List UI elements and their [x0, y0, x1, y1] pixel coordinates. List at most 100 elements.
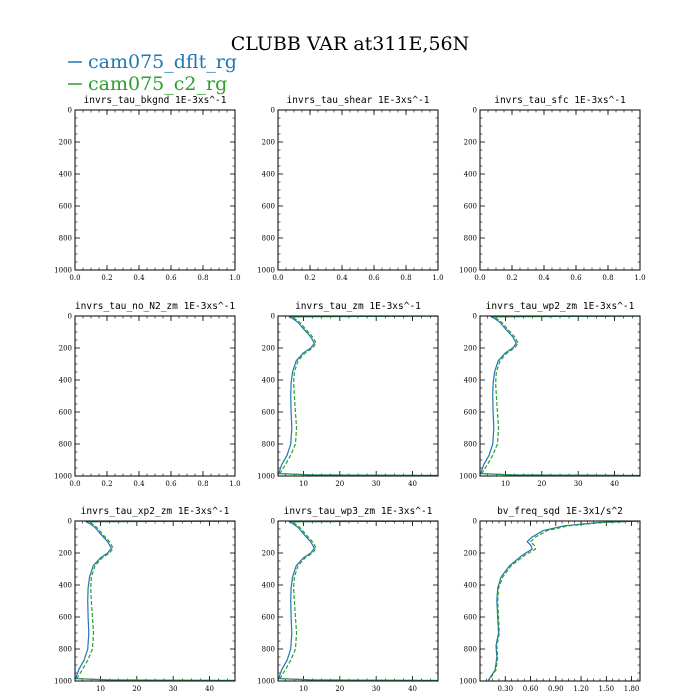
- y-tick-label: 1000: [54, 473, 72, 481]
- y-tick-label: 200: [59, 550, 72, 558]
- y-tick-label: 0: [68, 313, 72, 321]
- x-tick-label: 20: [335, 480, 344, 488]
- x-tick-label: 0.0: [474, 274, 485, 282]
- x-tick-label: 10: [299, 685, 308, 693]
- panel-4: invrs_tau_no_N2_zm 1E-3xs^-10 200 400 600 80…: [54, 301, 240, 488]
- series-line-2: [278, 316, 438, 476]
- y-tick-label: 600: [464, 614, 477, 622]
- x-tick-label: 30: [372, 480, 381, 488]
- panel-7: invrs_tau_xp2_zm 1E-3xs^-1 0 200 400 600 800 1…: [54, 506, 236, 693]
- y-tick-label: 800: [59, 646, 72, 654]
- series-line-2: [488, 521, 639, 681]
- x-tick-label: 0.0: [69, 274, 80, 282]
- x-tick-label: 0.0: [69, 480, 80, 488]
- x-tick-label: 20: [335, 685, 344, 693]
- x-tick-label: 0.6: [570, 274, 582, 282]
- panel-3: invrs_tau_sfc 1E-3xs^-1 0 200 400 600 800 1000…: [459, 95, 645, 282]
- y-tick-label: 600: [59, 203, 72, 211]
- legend-label-2: cam075_c2_rg: [88, 73, 227, 95]
- x-tick-label: 0.30: [497, 685, 513, 693]
- x-tick-label: 0.2: [101, 274, 112, 282]
- plot-frame: [74, 520, 236, 682]
- x-tick-label: 0.4: [133, 274, 145, 282]
- y-tick-label: 800: [59, 441, 72, 449]
- y-tick-label: 800: [262, 235, 275, 243]
- x-tick-label: 1.20: [573, 685, 589, 693]
- plot-frame: [277, 520, 439, 682]
- y-tick-label: 200: [464, 139, 477, 147]
- x-tick-label: 30: [169, 685, 178, 693]
- x-tick-label: 1.0: [229, 274, 240, 282]
- y-tick-label: 1000: [459, 473, 477, 481]
- series-line-2: [75, 521, 235, 681]
- plot-frame: [479, 520, 641, 682]
- y-tick-label: 200: [59, 345, 72, 353]
- series-line-1: [487, 521, 639, 681]
- y-tick-label: 0: [271, 107, 275, 115]
- plot-frame: [479, 109, 641, 271]
- y-tick-label: 800: [262, 646, 275, 654]
- panel-5: invrs_tau_zm 1E-3xs^-1 0 200 400 600 800 1000 1…: [257, 301, 439, 488]
- y-tick-label: 0: [68, 107, 72, 115]
- x-tick-label: 20: [537, 480, 546, 488]
- x-tick-label: 0.4: [336, 274, 348, 282]
- legend-label-1: cam075_dflt_rg: [88, 51, 237, 73]
- x-tick-label: 0.8: [400, 274, 411, 282]
- x-tick-label: 0.2: [304, 274, 315, 282]
- y-tick-label: 600: [59, 614, 72, 622]
- plot-frame: [74, 315, 236, 477]
- y-tick-label: 1000: [54, 267, 72, 275]
- y-tick-label: 600: [59, 409, 72, 417]
- y-tick-label: 400: [59, 377, 72, 385]
- y-tick-label: 1000: [257, 678, 275, 686]
- legend: cam075_dflt_rg cam075_c2_rg: [68, 51, 237, 95]
- x-tick-label: 0.4: [538, 274, 550, 282]
- y-tick-label: 1000: [257, 267, 275, 275]
- series-line-2: [480, 316, 640, 476]
- panel-grid: invrs_tau_bkgnd 1E-3xs^-1020040060080010…: [54, 95, 645, 693]
- series-line-1: [278, 316, 438, 476]
- x-tick-label: 0.6: [368, 274, 380, 282]
- panel-title: invrs_tau_sfc 1E-3xs^-1: [494, 95, 626, 106]
- y-tick-label: 400: [262, 582, 275, 590]
- series-line-1: [480, 316, 640, 476]
- x-tick-label: 1.0: [229, 480, 240, 488]
- y-tick-label: 0: [473, 313, 477, 321]
- y-tick-label: 200: [262, 139, 275, 147]
- x-tick-label: 40: [408, 685, 417, 693]
- x-tick-label: 10: [299, 480, 308, 488]
- panel-8: invrs_tau_wp3_zm 1E-3xs^-1 0 200 400 600 800 1…: [257, 506, 439, 693]
- x-tick-label: 0.4: [133, 480, 145, 488]
- y-tick-label: 200: [262, 345, 275, 353]
- panel-title: invrs_tau_wp3_zm 1E-3xs^-1: [284, 506, 433, 517]
- y-tick-label: 200: [59, 139, 72, 147]
- x-tick-label: 0.90: [548, 685, 564, 693]
- y-tick-label: 200: [464, 550, 477, 558]
- y-tick-label: 600: [464, 203, 477, 211]
- panel-title: invrs_tau_no_N2_zm 1E-3xs^-1: [75, 301, 235, 312]
- x-tick-label: 1.0: [634, 274, 645, 282]
- x-tick-label: 1.80: [624, 685, 640, 693]
- y-tick-label: 0: [473, 107, 477, 115]
- panel-9: bv_freq_sqd 1E-3x1/s^2 0 200 400 600 800 1000 0…: [459, 506, 641, 693]
- x-tick-label: 40: [408, 480, 417, 488]
- y-tick-label: 200: [262, 550, 275, 558]
- y-tick-label: 600: [262, 409, 275, 417]
- y-tick-label: 0: [473, 518, 477, 526]
- y-tick-label: 400: [262, 171, 275, 179]
- panel-title: invrs_tau_xp2_zm 1E-3xs^-1: [81, 506, 230, 517]
- x-tick-label: 1.50: [599, 685, 615, 693]
- x-tick-label: 0.8: [197, 274, 208, 282]
- x-tick-label: 30: [574, 480, 583, 488]
- y-tick-label: 1000: [459, 267, 477, 275]
- y-tick-label: 400: [464, 582, 477, 590]
- y-tick-label: 400: [59, 582, 72, 590]
- x-tick-label: 0.2: [506, 274, 517, 282]
- x-tick-label: 0.60: [523, 685, 539, 693]
- panel-title: bv_freq_sqd 1E-3x1/s^2: [497, 506, 623, 517]
- panel-title: invrs_tau_zm 1E-3xs^-1: [295, 301, 421, 312]
- x-tick-label: 0.8: [602, 274, 613, 282]
- plot-frame: [74, 109, 236, 271]
- x-tick-label: 0.0: [272, 274, 283, 282]
